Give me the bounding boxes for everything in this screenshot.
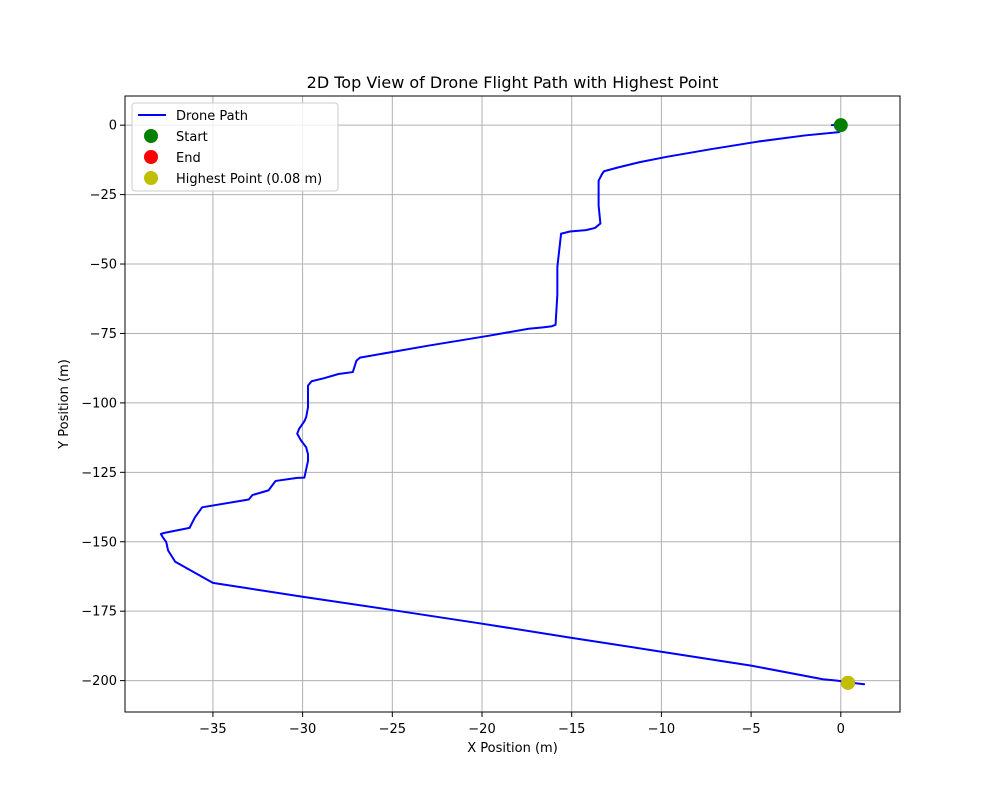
y-tick-label: −75 — [90, 327, 117, 342]
y-tick-label: −50 — [90, 258, 117, 273]
legend: Drone Path Start End Highest Point (0.08… — [131, 102, 339, 192]
y-tick-label: −125 — [81, 466, 117, 481]
y-tick-label: −175 — [81, 605, 117, 620]
legend-marker-end — [144, 150, 158, 164]
y-tick-label: −100 — [81, 396, 117, 411]
x-tick-label: −5 — [742, 722, 761, 737]
drone-path-line — [159, 123, 866, 686]
x-tick-label: −20 — [468, 722, 495, 737]
y-tick-label: −150 — [81, 535, 117, 550]
y-axis-label: Y Position (m) — [57, 359, 72, 450]
x-tick-label: 0 — [837, 722, 845, 737]
y-tick-label: 0 — [109, 119, 117, 134]
legend-label-start: Start — [176, 130, 208, 145]
x-tick-label: −25 — [379, 722, 406, 737]
x-tick-label: −30 — [289, 722, 316, 737]
x-tick-label: −35 — [199, 722, 226, 737]
x-tick-label: −15 — [558, 722, 585, 737]
legend-label-highest-point: Highest Point (0.08 m) — [176, 172, 322, 187]
chart-title: 2D Top View of Drone Flight Path with Hi… — [307, 73, 719, 92]
axis-ticks: −35 −30 −25 −20 −15 −10 −5 00−25−50−75−100−125−… — [81, 119, 845, 737]
highest-point-marker — [840, 675, 855, 690]
y-tick-label: −25 — [90, 188, 117, 203]
legend-marker-start — [144, 129, 158, 143]
y-tick-label: −200 — [81, 674, 117, 689]
legend-label-end: End — [176, 151, 201, 166]
start-point-marker — [833, 118, 848, 133]
legend-label-drone-path: Drone Path — [176, 109, 248, 124]
legend-box — [131, 102, 339, 192]
plot-frame — [124, 95, 901, 713]
x-axis-label: X Position (m) — [467, 741, 558, 756]
data-layer — [159, 118, 866, 690]
x-tick-label: −10 — [648, 722, 675, 737]
legend-marker-highest-point — [144, 171, 158, 185]
plot-background — [125, 96, 900, 712]
